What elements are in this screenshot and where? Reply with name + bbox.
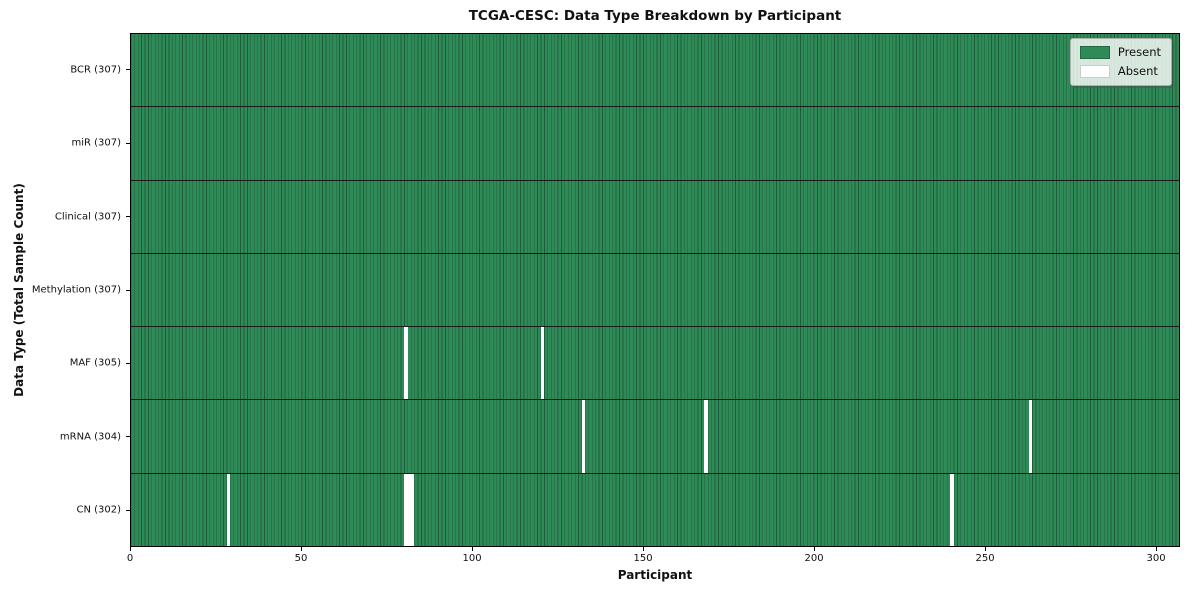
absent-cell: [1028, 400, 1033, 473]
x-tick-label: 100: [462, 553, 482, 564]
y-tick-mark: [126, 69, 130, 71]
absent-swatch-icon: [1079, 65, 1110, 78]
absent-cell: [226, 473, 230, 546]
heatmap-rows: [131, 34, 1179, 546]
legend-item-present: Present: [1079, 45, 1161, 59]
y-tick-mark: [126, 362, 130, 364]
y-tick-mark: [126, 216, 130, 218]
absent-cell: [581, 400, 585, 473]
plot-area: Present Absent: [130, 33, 1180, 547]
x-tick-mark: [985, 547, 987, 551]
y-tick-mark: [126, 436, 130, 438]
x-tick-label: 50: [294, 553, 308, 564]
x-axis: 0 50 100 150 200 250 300: [126, 546, 1180, 576]
present-swatch-icon: [1079, 46, 1110, 59]
y-tick-mark: [126, 509, 130, 511]
x-tick-label: 0: [126, 553, 134, 564]
y-tick-label: CN (302): [76, 504, 121, 516]
heatmap-row-Clinical: [131, 179, 1179, 253]
legend-item-absent: Absent: [1079, 64, 1161, 78]
absent-cell: [704, 400, 708, 473]
x-tick-label: 250: [975, 553, 995, 564]
y-tick-label: BCR (307): [70, 64, 121, 76]
heatmap-row-MAF: [131, 326, 1179, 400]
x-tick-label: 150: [633, 553, 653, 564]
y-tick-mark: [126, 289, 130, 291]
x-tick-mark: [1156, 547, 1158, 551]
absent-cell: [407, 473, 411, 546]
heatmap-row-miR: [131, 106, 1179, 180]
x-tick-mark: [472, 547, 474, 551]
x-tick-mark: [301, 547, 302, 551]
absent-cell: [540, 327, 545, 400]
legend-label-present: Present: [1117, 45, 1161, 59]
heatmap-row-BCR: [131, 34, 1179, 107]
heatmap-row-CN: [131, 472, 1179, 546]
y-tick-mark: [126, 142, 130, 144]
x-tick-label: 300: [1146, 553, 1166, 564]
absent-cell: [404, 473, 408, 546]
heatmap-row-mRNA: [131, 399, 1179, 473]
x-tick-mark: [130, 547, 131, 551]
x-axis-label: Participant: [617, 568, 693, 582]
absent-cell: [950, 473, 954, 546]
y-tick-label: Methylation (307): [31, 284, 121, 296]
heatmap-row-Methylation: [131, 252, 1179, 327]
absent-cell: [410, 473, 415, 546]
x-tick-label: 200: [804, 553, 824, 564]
chart-title: TCGA-CESC: Data Type Breakdown by Partic…: [468, 8, 842, 24]
y-tick-label: miR (307): [71, 137, 121, 149]
y-tick-label: mRNA (304): [59, 431, 121, 443]
legend: Present Absent: [1069, 38, 1172, 86]
y-axis: BCR (307) miR (307) Clinical (307) Methylat…: [0, 33, 130, 547]
x-tick-mark: [814, 547, 816, 551]
absent-cell: [404, 327, 408, 400]
y-tick-label: Clinical (307): [54, 211, 121, 223]
legend-label-absent: Absent: [1117, 64, 1158, 78]
x-tick-mark: [643, 547, 645, 551]
y-tick-label: MAF (305): [69, 357, 121, 369]
